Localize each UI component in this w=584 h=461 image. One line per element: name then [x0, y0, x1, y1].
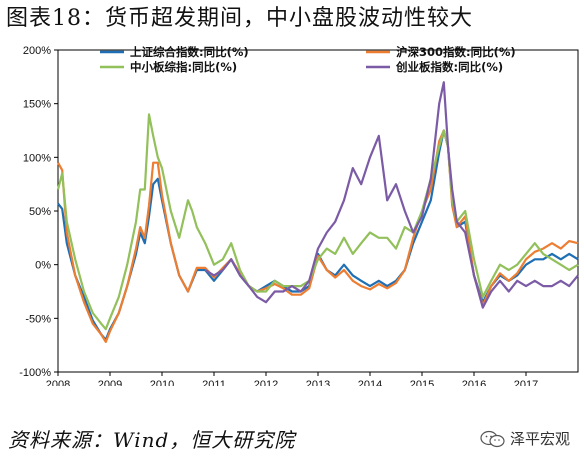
y-tick-label: 100%	[23, 152, 51, 164]
wechat-icon	[480, 430, 505, 447]
x-tick-label: 2014	[358, 379, 382, 386]
x-tick-label: 2012	[254, 379, 278, 386]
y-tick-label: 200%	[23, 45, 51, 57]
x-tick-label: 2009	[98, 379, 122, 386]
legend-label: 沪深300指数:同比(%)	[396, 45, 516, 59]
y-tick-label: 0%	[35, 260, 51, 272]
x-tick-label: 2016	[462, 379, 486, 386]
legend: 上证综合指数:同比(%) 沪深300指数:同比(%) 中小板综指:同比(%) 创业板指…	[100, 45, 516, 74]
x-tick-label: 2011	[202, 379, 226, 386]
legend-label: 上证综合指数:同比(%)	[130, 45, 249, 59]
source-note: 资料来源：Wind，恒大研究院	[8, 428, 296, 452]
brand-badge: 泽平宏观	[480, 428, 570, 449]
y-tick-label: -50%	[25, 313, 51, 325]
plot-frame	[57, 49, 579, 373]
x-tick-label: 2017	[514, 379, 538, 386]
y-tick-label: 50%	[29, 206, 51, 218]
sse-composite-line	[57, 129, 579, 341]
y-tick-label: 150%	[23, 99, 51, 111]
y-tick-label: -100%	[19, 367, 51, 379]
chart-title: 图表18：货币超发期间，中小盘股波动性较大	[6, 6, 473, 31]
chinext-line	[204, 81, 579, 309]
csi300-line	[57, 129, 579, 343]
brand-name: 泽平宏观	[509, 430, 570, 448]
x-tick-label: 2015	[410, 379, 434, 386]
legend-label: 中小板综指:同比(%)	[130, 60, 237, 74]
x-tick-label: 2008	[46, 379, 70, 386]
sme-composite-line	[56, 113, 579, 331]
plot-area: 200% 150% 100% 50% 0% -50% -100%2008 2009 2010 20…	[19, 45, 579, 386]
legend-label: 创业板指数:同比(%)	[395, 60, 503, 74]
x-tick-label: 2010	[150, 379, 174, 386]
x-tick-label: 2013	[306, 379, 330, 386]
line-chart: 200% 150% 100% 50% 0% -50% -100%2008 2009 2010 20…	[19, 45, 579, 386]
